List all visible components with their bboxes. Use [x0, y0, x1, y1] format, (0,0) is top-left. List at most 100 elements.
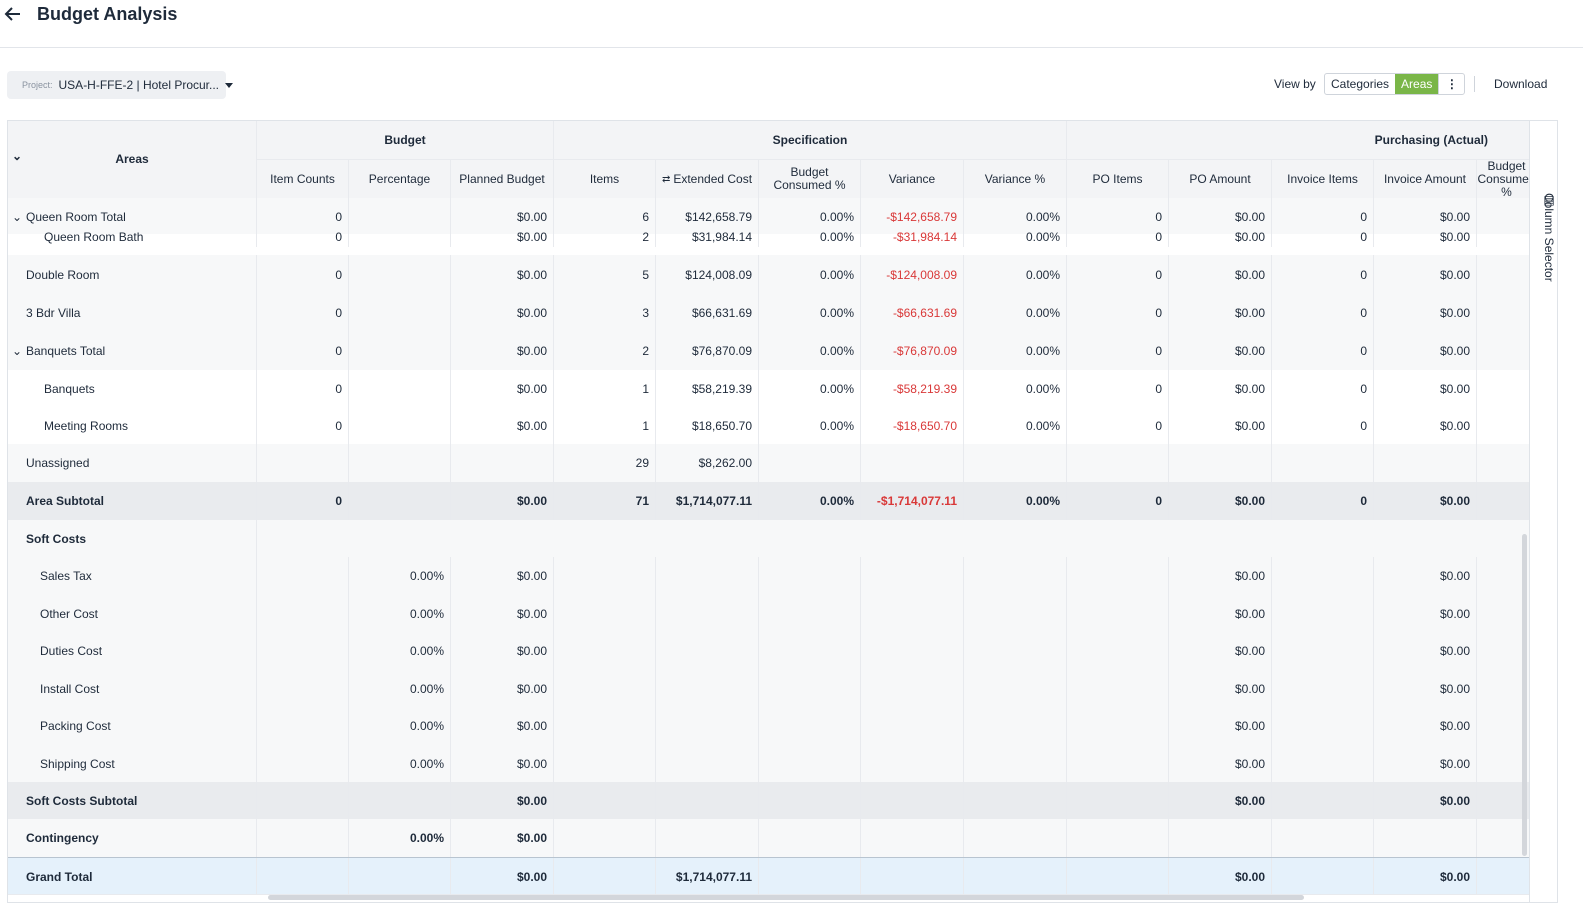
areas-header-label: Areas — [115, 152, 149, 166]
row-label: Double Room — [8, 255, 257, 294]
table-cell: $0.00 — [451, 782, 554, 819]
table-cell: 0.00% — [349, 707, 451, 745]
table-row[interactable]: Soft Costs Subtotal $0.00 $0.00 $0.00 — [8, 782, 1529, 819]
table-row[interactable]: Meeting Rooms 0 $0.00 1 $18,650.70 0.00% -$18,… — [8, 407, 1529, 444]
table-cell — [1272, 819, 1374, 857]
table-row[interactable]: Soft Costs — [8, 520, 1529, 557]
table-cell — [554, 632, 656, 670]
row-label: Duties Cost — [8, 632, 257, 670]
table-cell — [257, 595, 349, 632]
table-row[interactable]: Install Cost 0.00% $0.00 $0.00 $0.00 — [8, 670, 1529, 707]
project-selector[interactable]: Project: USA-H-FFE-2 | Hotel Procur... — [7, 71, 233, 99]
more-options-icon[interactable]: ⋮ — [1438, 74, 1464, 94]
column-header[interactable]: PO Amount — [1169, 160, 1272, 198]
chevron-down-icon[interactable]: ⌄ — [12, 149, 23, 163]
column-header[interactable]: ⇄ Extended Cost — [656, 160, 759, 198]
table-cell: 0.00% — [759, 482, 861, 520]
table-cell: $66,631.69 — [656, 294, 759, 332]
column-header[interactable]: Planned Budget — [451, 160, 554, 198]
table-cell — [1067, 632, 1169, 670]
table-cell — [1477, 255, 1529, 294]
table-row[interactable]: Sales Tax 0.00% $0.00 $0.00 $0.00 — [8, 557, 1529, 595]
view-by-label: View by — [1274, 77, 1316, 91]
column-header[interactable]: Variance — [861, 160, 964, 198]
table-row[interactable]: Double Room 0 $0.00 5 $124,008.09 0.00% -$124,… — [8, 255, 1529, 294]
row-label: Area Subtotal — [8, 482, 257, 520]
areas-header[interactable]: ⌄ Areas — [8, 121, 257, 198]
row-label: Queen Room Bath — [8, 226, 257, 247]
table-row[interactable]: Packing Cost 0.00% $0.00 $0.00 $0.00 — [8, 707, 1529, 745]
column-header-label: Extended Cost — [673, 171, 753, 186]
table-row[interactable]: Queen Room Bath 0 $0.00 2 $31,984.14 0.00% -$3… — [8, 226, 1529, 255]
chevron-down-icon[interactable]: ⌄ — [12, 209, 23, 224]
table-cell — [656, 632, 759, 670]
table-cell: 0.00% — [759, 332, 861, 370]
table-cell: -$66,631.69 — [861, 294, 964, 332]
table-cell — [1067, 595, 1169, 632]
table-cell: 0 — [257, 332, 349, 370]
column-header[interactable]: Items — [554, 160, 656, 198]
column-header[interactable]: Invoice Amount — [1374, 160, 1477, 198]
table-row[interactable]: Area Subtotal 0 $0.00 71 $1,714,077.11 0.00% -… — [8, 482, 1529, 520]
row-label-text: Banquets — [44, 381, 95, 396]
table-cell — [257, 858, 349, 895]
top-bar: Budget Analysis — [0, 0, 1583, 48]
table-cell: $0.00 — [451, 707, 554, 745]
table-cell — [1477, 858, 1529, 895]
column-selector-panel[interactable]: ▤ Column Selector — [1530, 120, 1558, 903]
table-row[interactable]: Other Cost 0.00% $0.00 $0.00 $0.00 — [8, 595, 1529, 632]
table-cell — [1067, 858, 1169, 895]
vertical-scrollbar[interactable] — [1522, 534, 1527, 856]
column-header-label: Variance % — [984, 171, 1046, 186]
table-cell — [349, 332, 451, 370]
table-row[interactable]: ⌄ Queen Room Total 0 $0.00 6 $142,658.79 0.00%… — [8, 198, 1529, 235]
table-cell — [451, 444, 554, 482]
table-cell — [1067, 707, 1169, 745]
table-cell: -$124,008.09 — [861, 255, 964, 294]
back-arrow-icon[interactable] — [4, 4, 22, 24]
table-cell: $0.00 — [451, 226, 554, 247]
table-cell: 6 — [554, 198, 656, 235]
column-header[interactable]: Item Counts — [257, 160, 349, 198]
table-cell: 1 — [554, 407, 656, 444]
column-header[interactable]: Budget Consumed % — [1477, 159, 1529, 198]
table-cell: $8,262.00 — [656, 444, 759, 482]
table-row[interactable]: Contingency 0.00% $0.00 — [8, 819, 1529, 857]
column-header[interactable]: Variance % — [964, 160, 1067, 198]
table-cell: 0.00% — [964, 226, 1067, 247]
view-areas-button[interactable]: Areas — [1395, 74, 1439, 94]
table-row[interactable]: ⌄ Banquets Total 0 $0.00 2 $76,870.09 0.00% -$7… — [8, 332, 1529, 370]
table-cell: $0.00 — [1374, 745, 1477, 782]
table-cell — [349, 370, 451, 407]
table-row[interactable]: Duties Cost 0.00% $0.00 $0.00 $0.00 — [8, 632, 1529, 670]
row-label-text: Meeting Rooms — [44, 418, 129, 433]
view-categories-button[interactable]: Categories — [1331, 77, 1390, 91]
table-cell: $0.00 — [451, 595, 554, 632]
sort-swap-icon: ⇄ — [661, 173, 671, 185]
table-row[interactable]: Banquets 0 $0.00 1 $58,219.39 0.00% -$58,219.3… — [8, 370, 1529, 407]
table-cell — [759, 670, 861, 707]
view-toggle: Categories Areas ⋮ — [1324, 73, 1466, 95]
column-header[interactable]: PO Items — [1067, 160, 1169, 198]
horizontal-scrollbar[interactable] — [268, 895, 1304, 900]
table-cell: -$1,714,077.11 — [861, 482, 964, 520]
table-cell: $0.00 — [1169, 670, 1272, 707]
column-header[interactable]: Percentage — [349, 160, 451, 198]
table-cell — [861, 444, 964, 482]
table-row[interactable]: Shipping Cost 0.00% $0.00 $0.00 $0.00 — [8, 745, 1529, 782]
row-label-text: Area Subtotal — [26, 494, 105, 508]
chevron-down-icon[interactable]: ⌄ — [12, 344, 23, 358]
column-header[interactable]: Budget Consumed % — [759, 160, 861, 198]
table-cell: 0 — [257, 294, 349, 332]
table-row[interactable]: 3 Bdr Villa 0 $0.00 3 $66,631.69 0.00% -$66,63… — [8, 294, 1529, 332]
column-header[interactable]: Invoice Items — [1272, 160, 1374, 198]
table-cell — [759, 858, 861, 895]
table-cell — [1067, 557, 1169, 595]
table-row[interactable]: Unassigned 29 $8,262.00 — [8, 444, 1529, 482]
row-label-text: Other Cost — [40, 606, 99, 621]
download-button[interactable]: Download — [1494, 77, 1548, 91]
row-label-text: Shipping Cost — [40, 756, 115, 771]
table-cell — [1477, 226, 1529, 247]
table-cell — [759, 632, 861, 670]
table-row[interactable]: Grand Total $0.00 $1,714,077.11 $0.00 $0.00 — [8, 857, 1529, 895]
